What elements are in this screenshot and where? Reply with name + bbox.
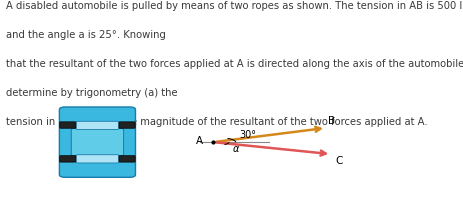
Text: that the resultant of the two forces applied at A is directed along the axis of : that the resultant of the two forces app…	[6, 59, 463, 69]
Text: and the angle a is 25°. Knowing: and the angle a is 25°. Knowing	[6, 30, 165, 40]
FancyBboxPatch shape	[60, 156, 76, 162]
Text: A: A	[196, 136, 203, 146]
Text: determine by trigonometry (a) the: determine by trigonometry (a) the	[6, 88, 177, 98]
FancyBboxPatch shape	[59, 107, 135, 177]
Text: C: C	[334, 156, 342, 166]
Text: A disabled automobile is pulled by means of two ropes as shown. The tension in A: A disabled automobile is pulled by means…	[6, 1, 463, 11]
FancyBboxPatch shape	[119, 156, 135, 162]
Text: 30°: 30°	[238, 130, 256, 140]
Text: α: α	[232, 144, 238, 154]
Text: B: B	[327, 116, 334, 126]
FancyBboxPatch shape	[76, 155, 119, 163]
FancyBboxPatch shape	[71, 128, 123, 156]
FancyBboxPatch shape	[60, 122, 76, 128]
Text: tension in rope AC, (b) the magnitude of the resultant of the two forces applied: tension in rope AC, (b) the magnitude of…	[6, 117, 426, 127]
FancyBboxPatch shape	[119, 122, 135, 128]
FancyBboxPatch shape	[76, 121, 119, 130]
